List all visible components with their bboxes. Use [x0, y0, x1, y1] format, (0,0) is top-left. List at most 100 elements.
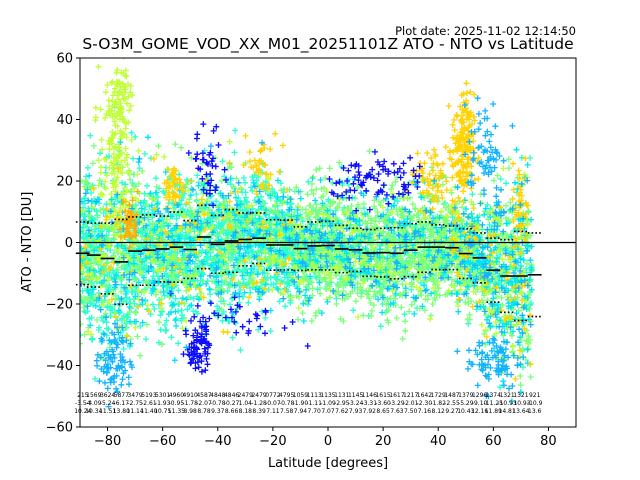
bin-count-label: 4795 — [279, 392, 294, 399]
bin-count-label: 1321 — [513, 392, 528, 399]
bin-count-label: 1487 — [444, 392, 459, 399]
y-axis-label: ATO - NTO [DU] — [20, 192, 35, 293]
bin-count-label: 1617 — [389, 392, 404, 399]
bin-count-label: 1374 — [486, 392, 501, 399]
bin-mean-label: -1.93 — [155, 400, 171, 407]
bin-mean-label: -1.82 — [430, 400, 446, 407]
bin-count-label: 5301 — [155, 392, 170, 399]
bin-std-label: 7.93 — [349, 408, 363, 415]
bin-count-label: 1296 — [472, 392, 487, 399]
bin-count-label: 1059 — [293, 392, 308, 399]
bin-mean-label: -0.27 — [224, 400, 240, 407]
bin-std-label: 7.50 — [404, 408, 418, 415]
bin-mean-label: -5.24 — [100, 400, 116, 407]
bin-std-label: 11.89 — [485, 408, 502, 415]
bin-mean-label: -3.24 — [348, 400, 364, 407]
bin-mean-label: -1.11 — [306, 400, 322, 407]
bin-std-label: 11.40 — [140, 408, 157, 415]
bin-std-label: 13.64 — [512, 408, 529, 415]
bin-std-label: 13.80 — [113, 408, 130, 415]
bin-mean-label: -2.07 — [196, 400, 212, 407]
x-axis-ticks: −80 −60 −40 −20 0 20 40 60 80 — [94, 427, 557, 449]
plot-date-subtitle: Plot date: 2025-11-02 12:14:50 — [395, 24, 576, 38]
x-tick-label: −60 — [149, 434, 176, 449]
bin-mean-label: -2.30 — [417, 400, 433, 407]
bin-mean-label: -5.29 — [458, 400, 474, 407]
bin-mean-label: -1.78 — [182, 400, 198, 407]
bin-count-label: 4846 — [224, 392, 239, 399]
x-tick-label: 60 — [485, 434, 502, 449]
bin-std-label: 14.81 — [499, 408, 516, 415]
bin-std-label: 8.12 — [432, 408, 446, 415]
scatter-points — [80, 58, 535, 410]
bin-count-label: 1642 — [417, 392, 432, 399]
bin-mean-label: -1.90 — [293, 400, 309, 407]
bin-count-label: 1131 — [334, 392, 349, 399]
bin-count-label: 1321 — [499, 392, 514, 399]
bin-mean-label: -2.61 — [141, 400, 157, 407]
bin-mean-label: -0.78 — [279, 400, 295, 407]
bin-count-label: 215 — [77, 392, 89, 399]
chart-title: S-O3M_GOME_VOD_XX_M01_20251101Z ATO - NT… — [82, 35, 573, 54]
bin-count-label: 1217 — [403, 392, 418, 399]
bin-count-label: 4960 — [169, 392, 184, 399]
bin-count-label: 1135 — [320, 392, 335, 399]
bin-std-label: 8.39 — [252, 408, 266, 415]
x-tick-label: 20 — [375, 434, 392, 449]
bin-std-label: 8.18 — [239, 408, 253, 415]
bin-std-label: 7.58 — [280, 408, 294, 415]
bin-count-label: 0772 — [265, 392, 280, 399]
bin-count-label: 4587 — [196, 392, 211, 399]
bin-count-label: 1113 — [307, 392, 322, 399]
bin-mean-label: -1.28 — [251, 400, 267, 407]
bin-count-label: 1729 — [431, 392, 446, 399]
bin-mean-label: -9.10 — [472, 400, 488, 407]
x-axis-label: Latitude [degrees] — [268, 456, 388, 471]
bin-std-label: 11.14 — [127, 408, 144, 415]
bin-std-label: 11.51 — [99, 408, 116, 415]
bin-mean-label: -6.17 — [114, 400, 130, 407]
bin-std-label: 7.11 — [266, 408, 280, 415]
bin-count-label: 921 — [529, 392, 541, 399]
bin-count-label: 4848 — [210, 392, 225, 399]
y-tick-label: −20 — [46, 298, 73, 313]
y-tick-label: −40 — [46, 359, 73, 374]
bin-std-label: 7.92 — [363, 408, 377, 415]
y-tick-label: 60 — [56, 52, 73, 67]
x-tick-label: 40 — [430, 434, 447, 449]
bin-std-label: 10.34 — [85, 408, 102, 415]
bin-std-label: 10.24 — [74, 408, 91, 415]
bin-count-label: 2479 — [251, 392, 266, 399]
bin-count-label: 1379 — [458, 392, 473, 399]
bin-mean-label: 1.04 — [239, 400, 253, 407]
bin-mean-label: -11.25 — [484, 400, 504, 407]
bin-mean-label: -3.31 — [362, 400, 378, 407]
bin-std-label: 7.62 — [335, 408, 349, 415]
bin-mean-label: -2.95 — [334, 400, 350, 407]
bin-mean-label: -3.60 — [375, 400, 391, 407]
y-tick-label: −60 — [46, 421, 73, 436]
bin-mean-label: -2.55 — [444, 400, 460, 407]
x-tick-label: −80 — [94, 434, 121, 449]
bin-mean-label: -2.75 — [127, 400, 143, 407]
x-tick-label: 0 — [324, 434, 332, 449]
bin-std-label: 8.66 — [225, 408, 239, 415]
bin-count-label: 3479 — [127, 392, 142, 399]
bin-std-label: 12.16 — [471, 408, 488, 415]
bin-mean-label: -10.93 — [511, 400, 531, 407]
bin-mean-label: -10.9 — [527, 400, 543, 407]
bin-count-label: 4910 — [183, 392, 198, 399]
x-tick-label: −40 — [204, 434, 231, 449]
bin-std-label: 11.35 — [168, 408, 185, 415]
bin-count-label: 1569 — [86, 392, 101, 399]
bin-std-label: 9.27 — [445, 408, 459, 415]
y-axis-ticks: −60 −40 −20 0 20 40 60 — [46, 52, 80, 436]
bin-mean-label: -3.54 — [75, 400, 91, 407]
bin-mean-label: -0.07 — [265, 400, 281, 407]
y-tick-label: 40 — [56, 113, 73, 128]
bin-std-label: 7.63 — [390, 408, 404, 415]
bin-mean-label: -0.95 — [169, 400, 185, 407]
x-tick-label: 80 — [540, 434, 557, 449]
bin-count-label: 2479 — [238, 392, 253, 399]
bin-std-label: 7.70 — [308, 408, 322, 415]
